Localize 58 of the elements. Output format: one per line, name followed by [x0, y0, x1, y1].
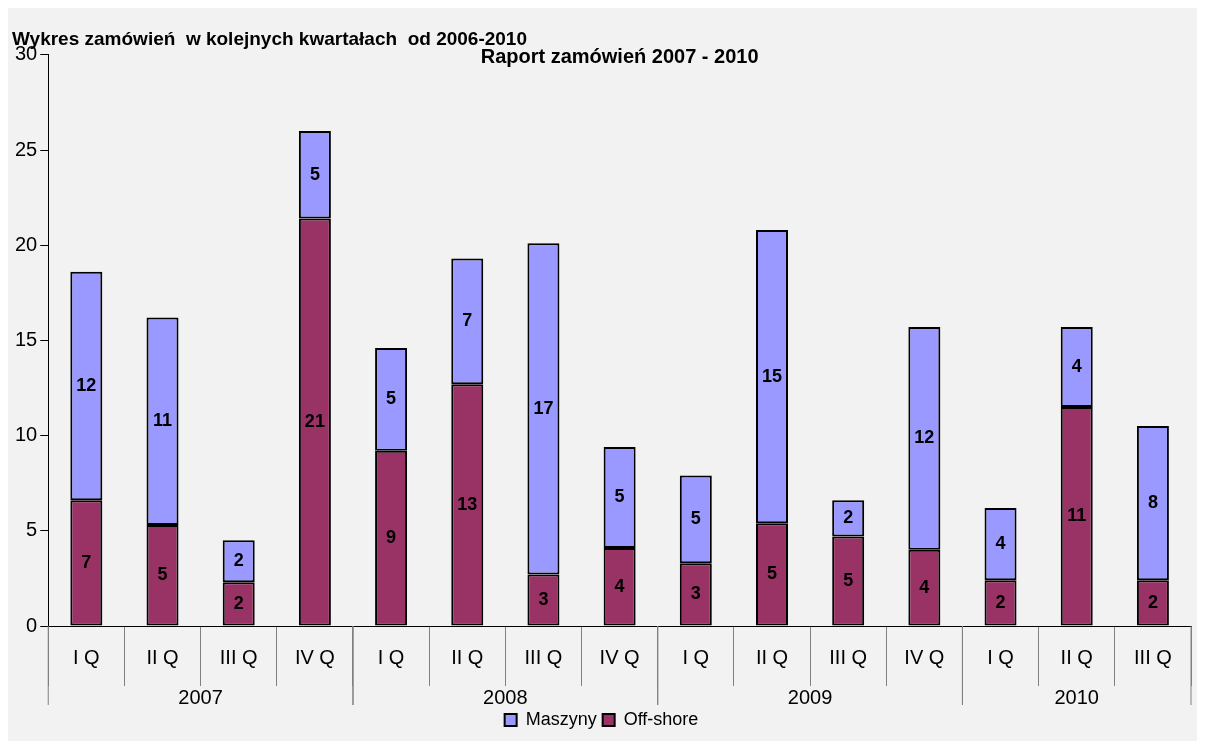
- data-label: 2: [233, 592, 244, 613]
- data-label: 5: [766, 563, 777, 584]
- text: 2007: [178, 685, 223, 708]
- data-label: 15: [761, 365, 783, 386]
- y-tick-label: 10: [15, 423, 38, 446]
- data-label: 17: [533, 397, 554, 418]
- legend-label: Off-shore: [623, 708, 699, 729]
- data-label: 9: [386, 527, 397, 548]
- y-tick-label: 25: [15, 137, 38, 160]
- data-label: 11: [1067, 505, 1087, 526]
- y-tick-label: 20: [15, 232, 38, 255]
- x-tick-label: II Q: [451, 645, 484, 668]
- x-tick-label: III Q: [829, 645, 868, 668]
- y-tick-label: 5: [26, 518, 38, 541]
- x-tick-label: I Q: [987, 645, 1014, 668]
- data-label: 3: [690, 583, 701, 604]
- data-label: 3: [538, 589, 549, 610]
- x-tick-label: IV Q: [904, 645, 945, 668]
- text: 2008: [483, 685, 528, 708]
- x-tick-label: II Q: [755, 645, 789, 668]
- y-tick-label: 0: [26, 613, 38, 636]
- legend-label: Maszyny: [525, 708, 597, 729]
- data-label: 2: [843, 507, 854, 528]
- text: 2010: [1054, 685, 1099, 708]
- data-label: 5: [690, 508, 701, 529]
- data-label: 5: [614, 486, 625, 507]
- x-tick-label: I Q: [73, 645, 100, 668]
- data-label: 4: [1071, 356, 1082, 377]
- chart-subtitle: Raport zamówień 2007 - 2010: [480, 44, 759, 67]
- x-tick-label: III Q: [1134, 645, 1172, 668]
- x-tick-label: II Q: [146, 645, 179, 668]
- data-label: 12: [914, 427, 935, 448]
- x-tick-label: IV Q: [599, 645, 640, 668]
- data-label: 8: [1147, 492, 1158, 513]
- data-label: 7: [462, 310, 473, 331]
- text: 2009: [787, 685, 833, 708]
- data-label: 4: [919, 576, 930, 597]
- x-tick-label: IV Q: [294, 645, 335, 668]
- x-tick-label: III Q: [219, 645, 258, 668]
- y-tick-label: 15: [15, 327, 38, 350]
- data-label: 2: [233, 550, 244, 571]
- data-label: 12: [76, 375, 97, 396]
- data-label: 5: [157, 564, 168, 585]
- x-tick-label: III Q: [524, 645, 563, 668]
- data-label: 11: [153, 410, 173, 431]
- data-label: 7: [81, 551, 92, 572]
- data-label: 5: [309, 163, 320, 184]
- data-label: 4: [995, 533, 1006, 554]
- x-tick-label: I Q: [682, 645, 710, 668]
- data-label: 4: [614, 575, 625, 596]
- data-label: 5: [386, 388, 397, 409]
- data-label: 13: [457, 493, 478, 514]
- data-label: 2: [995, 591, 1006, 612]
- data-label: 21: [304, 410, 325, 431]
- x-tick-label: I Q: [377, 645, 405, 668]
- x-tick-label: II Q: [1060, 645, 1093, 668]
- data-label: 2: [1147, 591, 1158, 612]
- data-label: 5: [843, 569, 854, 590]
